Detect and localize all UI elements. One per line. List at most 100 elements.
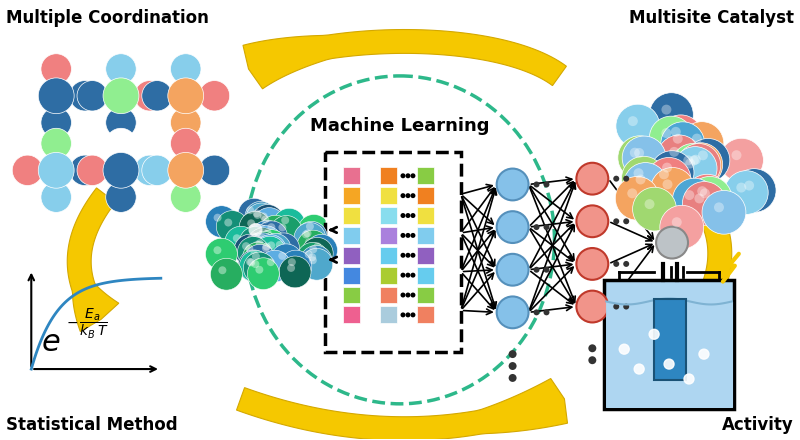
Circle shape: [70, 81, 100, 111]
Circle shape: [664, 359, 674, 369]
Circle shape: [628, 116, 638, 126]
Circle shape: [267, 223, 275, 231]
Circle shape: [685, 158, 695, 169]
Circle shape: [614, 176, 619, 182]
Circle shape: [41, 54, 71, 84]
Circle shape: [206, 206, 238, 238]
Circle shape: [255, 236, 263, 244]
Circle shape: [280, 250, 312, 282]
Circle shape: [134, 155, 165, 186]
Circle shape: [248, 233, 279, 265]
Polygon shape: [677, 177, 732, 326]
Circle shape: [576, 291, 608, 323]
Circle shape: [677, 143, 721, 187]
Circle shape: [509, 374, 517, 382]
Circle shape: [77, 81, 107, 111]
FancyBboxPatch shape: [343, 227, 360, 244]
Circle shape: [106, 54, 136, 84]
Circle shape: [689, 155, 699, 165]
Circle shape: [662, 105, 671, 114]
Circle shape: [401, 253, 406, 258]
Circle shape: [234, 234, 266, 266]
FancyBboxPatch shape: [380, 286, 397, 304]
Circle shape: [38, 152, 74, 188]
Circle shape: [103, 78, 139, 114]
Circle shape: [268, 233, 300, 265]
Circle shape: [246, 245, 254, 253]
Circle shape: [238, 250, 270, 282]
Circle shape: [314, 242, 322, 250]
Circle shape: [251, 220, 283, 252]
Circle shape: [41, 128, 71, 159]
Circle shape: [250, 250, 258, 258]
Circle shape: [251, 260, 259, 268]
Circle shape: [41, 107, 71, 138]
Circle shape: [410, 293, 415, 297]
Circle shape: [534, 224, 539, 230]
Circle shape: [410, 253, 415, 258]
Circle shape: [246, 206, 254, 214]
FancyBboxPatch shape: [343, 167, 360, 184]
Circle shape: [12, 81, 42, 111]
Circle shape: [614, 304, 619, 309]
Circle shape: [659, 115, 702, 159]
Circle shape: [543, 224, 550, 230]
Circle shape: [302, 231, 310, 238]
Circle shape: [406, 312, 410, 317]
Circle shape: [401, 173, 406, 178]
Circle shape: [401, 273, 406, 278]
Circle shape: [659, 169, 669, 180]
FancyBboxPatch shape: [380, 247, 397, 264]
Circle shape: [267, 258, 274, 266]
Circle shape: [635, 175, 646, 184]
Circle shape: [509, 362, 517, 370]
Circle shape: [247, 228, 279, 260]
Circle shape: [534, 309, 539, 315]
Circle shape: [410, 173, 415, 178]
Circle shape: [406, 213, 410, 218]
Circle shape: [170, 182, 201, 213]
Circle shape: [616, 104, 660, 148]
Circle shape: [12, 155, 42, 186]
FancyBboxPatch shape: [654, 300, 686, 380]
Circle shape: [650, 168, 694, 211]
Circle shape: [719, 138, 763, 182]
Circle shape: [242, 224, 274, 256]
FancyBboxPatch shape: [343, 306, 360, 323]
Circle shape: [295, 221, 327, 253]
Circle shape: [744, 180, 754, 191]
Circle shape: [250, 232, 258, 240]
Circle shape: [247, 258, 255, 266]
Circle shape: [248, 231, 280, 263]
Polygon shape: [237, 378, 567, 440]
Circle shape: [683, 155, 694, 165]
Circle shape: [239, 227, 271, 258]
Circle shape: [406, 173, 410, 178]
Circle shape: [309, 257, 317, 264]
Circle shape: [224, 219, 232, 227]
Circle shape: [702, 191, 746, 234]
Text: $-\,\dfrac{E_a}{k_B\,T}$: $-\,\dfrac{E_a}{k_B\,T}$: [66, 307, 109, 341]
Circle shape: [684, 190, 694, 200]
Circle shape: [543, 309, 550, 315]
Circle shape: [38, 78, 74, 114]
FancyBboxPatch shape: [343, 286, 360, 304]
FancyBboxPatch shape: [417, 207, 434, 224]
Circle shape: [624, 163, 667, 206]
Circle shape: [250, 226, 282, 257]
Circle shape: [168, 152, 204, 188]
Circle shape: [633, 187, 677, 231]
FancyBboxPatch shape: [417, 306, 434, 323]
Circle shape: [142, 81, 172, 111]
Circle shape: [77, 155, 107, 186]
FancyBboxPatch shape: [417, 286, 434, 304]
Circle shape: [406, 193, 410, 198]
Circle shape: [694, 194, 704, 203]
Circle shape: [294, 223, 326, 254]
Text: Machine Learning: Machine Learning: [310, 117, 490, 135]
Circle shape: [270, 216, 302, 247]
Circle shape: [254, 211, 262, 219]
FancyBboxPatch shape: [380, 227, 397, 244]
Circle shape: [281, 216, 289, 224]
Circle shape: [714, 202, 724, 213]
